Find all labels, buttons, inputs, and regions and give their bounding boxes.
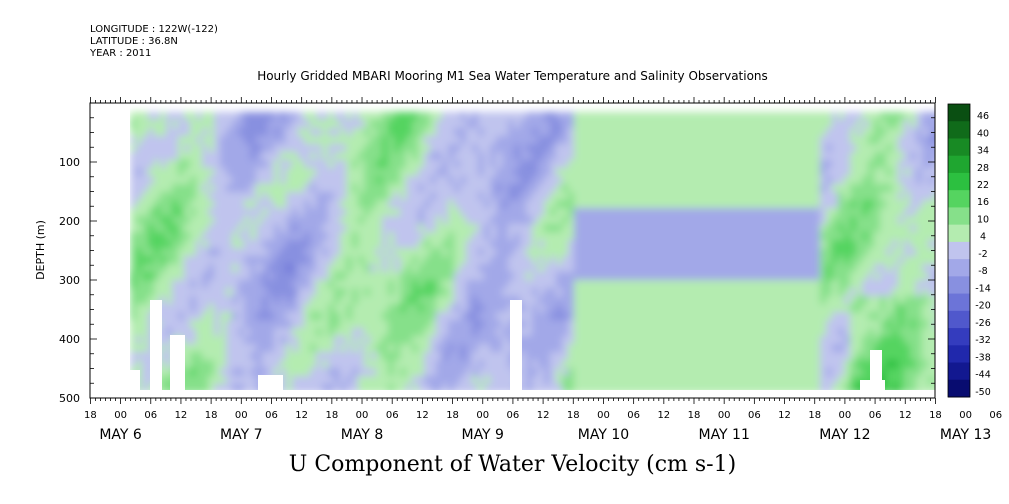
heatmap-cells [130, 112, 935, 393]
y-tick-label: 100 [59, 156, 80, 169]
date-label: MAY 12 [819, 427, 870, 443]
x-tick-label: 12 [899, 410, 912, 421]
x-tick-label: 06 [144, 410, 157, 421]
colorbar-label: -20 [975, 301, 991, 312]
x-tick-label: 18 [325, 410, 338, 421]
colorbar-label: 34 [977, 146, 989, 157]
x-tick-label: 06 [989, 410, 1002, 421]
y-tick-label: 200 [59, 215, 80, 228]
x-tick-label: 06 [869, 410, 882, 421]
x-tick-label: 06 [507, 410, 520, 421]
colorbar-label: 28 [977, 163, 989, 174]
x-tick-label: 06 [386, 410, 399, 421]
x-tick-label: 12 [416, 410, 429, 421]
x-tick-label: 06 [748, 410, 761, 421]
colorbar-label: -26 [975, 318, 991, 329]
year-label: YEAR : 2011 [90, 48, 152, 59]
date-label: MAY 6 [99, 427, 142, 443]
x-tick-label: 06 [627, 410, 640, 421]
colorbar-swatch [948, 379, 970, 398]
x-tick-label: 00 [718, 410, 731, 421]
colorbar-swatch [948, 172, 970, 191]
x-tick-label: 00 [356, 410, 369, 421]
colorbar-swatch [948, 328, 970, 346]
x-tick-label: 00 [839, 410, 852, 421]
colorbar-swatch [948, 293, 970, 312]
x-tick-label: 12 [657, 410, 670, 421]
y-axis-title: DEPTH (m) [34, 220, 47, 280]
latitude-label: LATITUDE : 36.8N [90, 36, 178, 47]
x-tick-label: 00 [597, 410, 610, 421]
y-tick-label: 300 [59, 274, 80, 287]
longitude-label: LONGITUDE : 122W(-122) [90, 24, 218, 35]
chart-title: Hourly Gridded MBARI Mooring M1 Sea Wate… [257, 69, 768, 83]
x-tick-label: 06 [265, 410, 278, 421]
colorbar-swatch [948, 276, 970, 295]
colorbar-swatch [948, 155, 970, 174]
colorbar-swatch [948, 207, 970, 226]
date-label: MAY 9 [461, 427, 503, 443]
x-tick-label: 12 [778, 410, 791, 421]
x-tick-label: 18 [688, 410, 701, 421]
x-tick-label: 18 [929, 410, 942, 421]
date-label: MAY 13 [940, 427, 991, 443]
colorbar-label: 16 [977, 197, 989, 208]
colorbar-label: -2 [978, 249, 987, 260]
colorbar-swatch [948, 241, 970, 260]
x-tick-label: 00 [476, 410, 489, 421]
colorbar-label: -44 [975, 370, 991, 381]
colorbar-label: 4 [980, 232, 986, 243]
y-tick-label: 500 [59, 392, 80, 405]
x-axis-title: U Component of Water Velocity (cm s-1) [288, 452, 737, 477]
colorbar-label: -14 [975, 283, 991, 294]
colorbar-label: -50 [975, 387, 991, 398]
colorbar-swatch [948, 310, 970, 329]
x-tick-label: 12 [537, 410, 550, 421]
colorbar: 46 40 34 28 22 16 10 4 -2 -8 -14 -20 -26 -32 -38 -44 -50 [947, 103, 991, 398]
colorbar-label: 10 [977, 214, 989, 225]
date-label: MAY 11 [698, 427, 749, 443]
x-tick-label: 18 [205, 410, 218, 421]
x-tick-label: 00 [959, 410, 972, 421]
date-label: MAY 8 [341, 427, 383, 443]
colorbar-label: 40 [977, 128, 989, 139]
colorbar-label: 46 [977, 111, 989, 122]
colorbar-swatch [948, 190, 970, 208]
colorbar-swatch [948, 104, 970, 122]
x-tick-label: 00 [235, 410, 248, 421]
colorbar-label: -38 [975, 352, 991, 363]
colorbar-label: -32 [975, 335, 991, 346]
date-label: MAY 10 [578, 427, 629, 443]
colorbar-swatch [948, 345, 970, 364]
x-tick-label: 18 [808, 410, 821, 421]
colorbar-swatch [948, 138, 970, 157]
x-tick-label: 12 [295, 410, 308, 421]
x-tick-label: 18 [567, 410, 580, 421]
x-tick-label: 00 [114, 410, 127, 421]
date-label: MAY 7 [220, 427, 262, 443]
colorbar-label: -8 [978, 266, 987, 277]
axes: 18 00 06 12 18 00 06 12 18 00 06 12 18 00 06 12 18 00 06 12… [59, 97, 1002, 443]
colorbar-label: 22 [977, 180, 989, 191]
colorbar-swatch [948, 362, 970, 381]
x-tick-label: 12 [175, 410, 188, 421]
y-tick-label: 400 [59, 333, 80, 346]
x-tick-label: 18 [84, 410, 97, 421]
colorbar-swatch [948, 259, 970, 277]
colorbar-swatch [948, 224, 970, 243]
x-tick-label: 18 [446, 410, 459, 421]
colorbar-swatch [948, 121, 970, 139]
